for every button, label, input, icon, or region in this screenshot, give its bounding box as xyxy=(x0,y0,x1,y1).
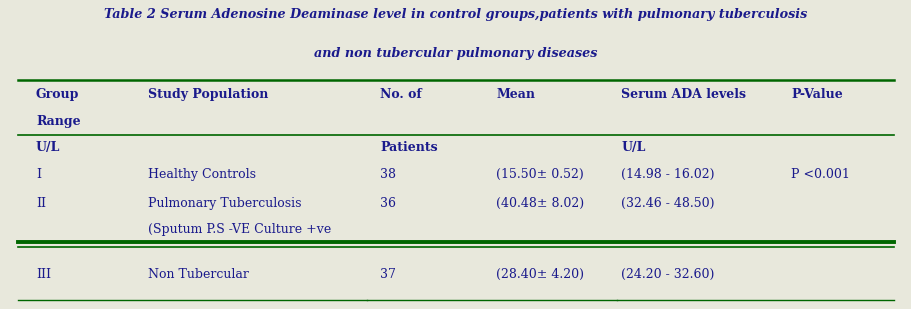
Text: U/L: U/L xyxy=(36,141,60,154)
Text: 38: 38 xyxy=(380,168,395,181)
Text: (15.50± 0.52): (15.50± 0.52) xyxy=(496,168,583,181)
Text: (24.20 - 32.60): (24.20 - 32.60) xyxy=(620,268,714,281)
Text: No. of: No. of xyxy=(380,88,421,101)
Text: P <0.001: P <0.001 xyxy=(790,168,849,181)
Text: (28.40± 4.20): (28.40± 4.20) xyxy=(496,268,584,281)
Text: (32.46 - 48.50): (32.46 - 48.50) xyxy=(620,197,714,210)
Text: Range: Range xyxy=(36,115,80,128)
Text: 36: 36 xyxy=(380,197,395,210)
Text: Mean: Mean xyxy=(496,88,535,101)
Text: (14.98 - 16.02): (14.98 - 16.02) xyxy=(620,168,714,181)
Text: (40.48± 8.02): (40.48± 8.02) xyxy=(496,197,584,210)
Text: Patients: Patients xyxy=(380,141,437,154)
Text: Table 2 Serum Adenosine Deaminase level in control groups,patients with pulmonar: Table 2 Serum Adenosine Deaminase level … xyxy=(104,8,807,21)
Text: Pulmonary Tuberculosis: Pulmonary Tuberculosis xyxy=(148,197,301,210)
Text: P-Value: P-Value xyxy=(790,88,842,101)
Text: 37: 37 xyxy=(380,268,395,281)
Text: and non tubercular pulmonary diseases: and non tubercular pulmonary diseases xyxy=(314,47,597,60)
Text: (Sputum P.S -VE Culture +ve: (Sputum P.S -VE Culture +ve xyxy=(148,222,331,236)
Text: Non Tubercular: Non Tubercular xyxy=(148,268,249,281)
Text: Healthy Controls: Healthy Controls xyxy=(148,168,255,181)
Text: Study Population: Study Population xyxy=(148,88,268,101)
Text: U/L: U/L xyxy=(620,141,645,154)
Text: Group: Group xyxy=(36,88,79,101)
Text: Serum ADA levels: Serum ADA levels xyxy=(620,88,745,101)
Text: III: III xyxy=(36,268,51,281)
Text: II: II xyxy=(36,197,46,210)
Text: I: I xyxy=(36,168,41,181)
